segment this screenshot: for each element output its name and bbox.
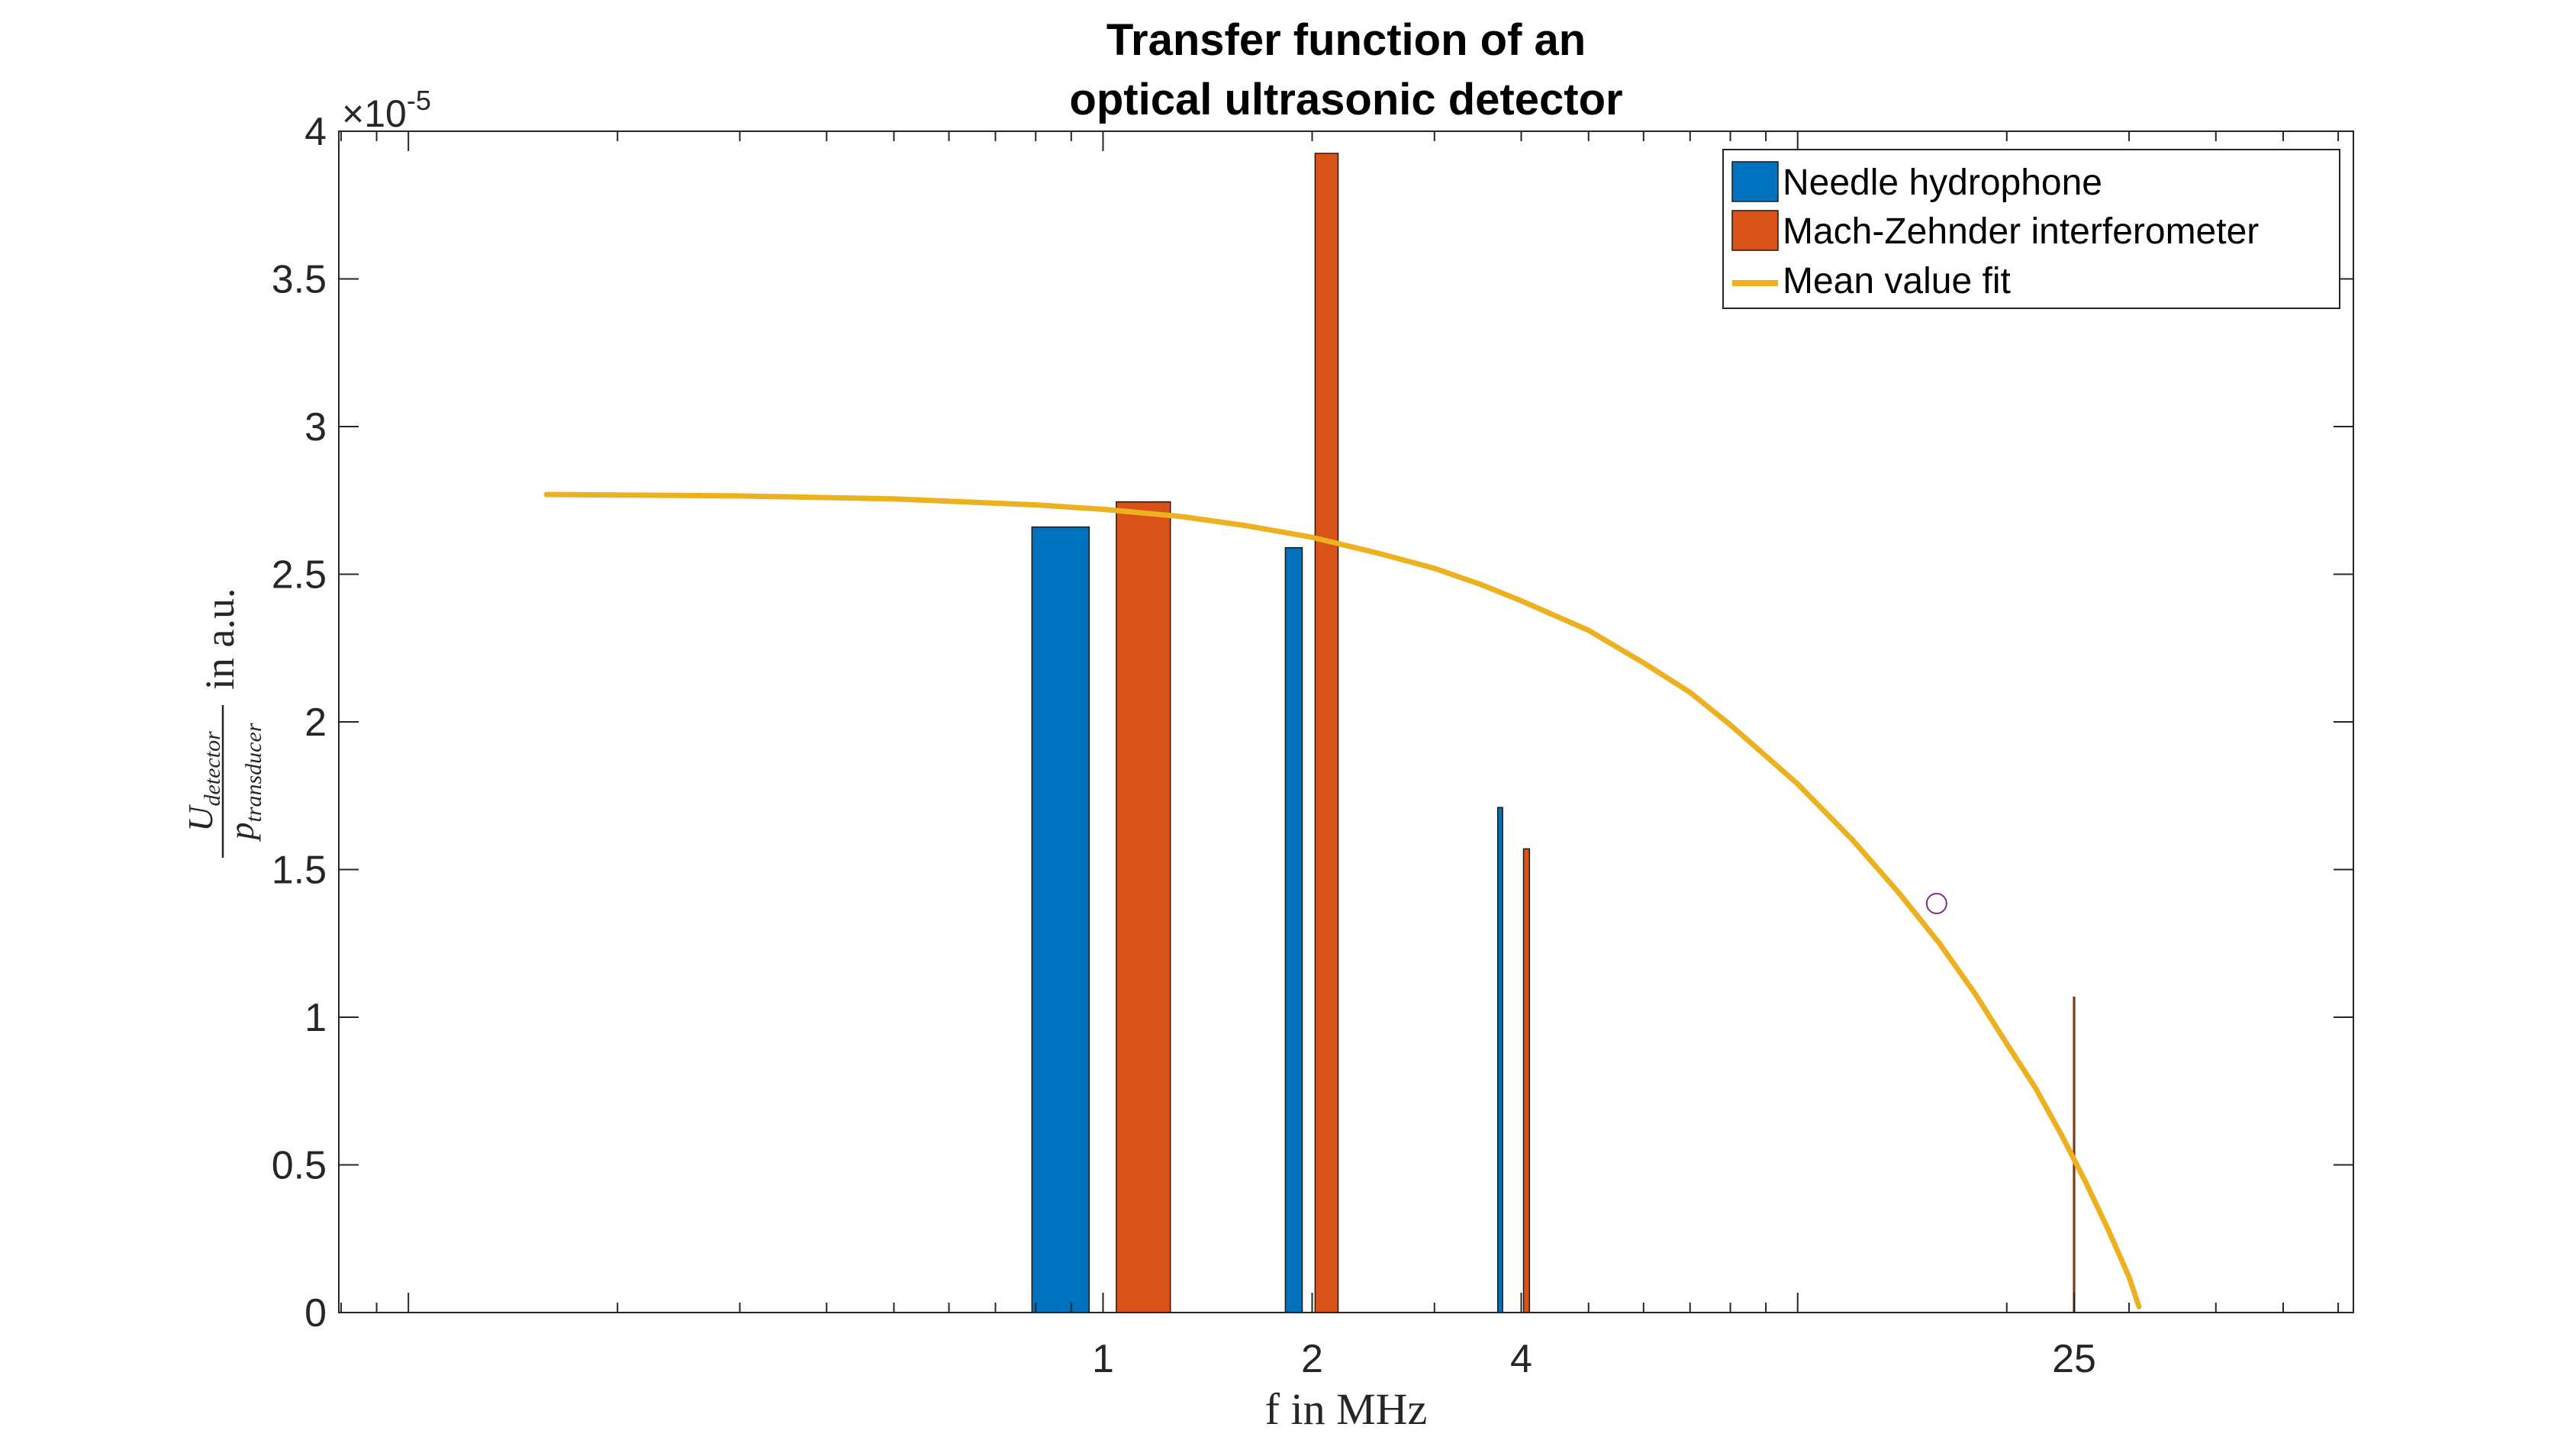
svg-text:in a.u.: in a.u. — [197, 588, 243, 690]
legend-swatch-mzi — [1731, 210, 1779, 251]
needle-bar-1 — [1031, 526, 1090, 1313]
svg-text:ptransducer: ptransducer — [222, 723, 266, 842]
x-tick-label: 25 — [2052, 1337, 2096, 1381]
annotation-layer — [1925, 893, 1947, 914]
y-tick-label: 1 — [304, 996, 327, 1040]
y-tick-label: 2 — [304, 701, 327, 745]
y-tick-label: 1.5 — [272, 849, 327, 893]
legend-label-needle: Needle hydrophone — [1783, 163, 2102, 203]
needle-bar-2 — [1284, 546, 1303, 1313]
y-tick-label: 0.5 — [272, 1144, 327, 1188]
bars-layer — [1031, 153, 2076, 1313]
chart-title-line-2: optical ultrasonic detector — [1069, 75, 1622, 124]
mzi-bar-2 — [1314, 153, 1339, 1313]
x-tick-label: 2 — [1301, 1337, 1323, 1381]
needle-bar-3 — [1496, 807, 1503, 1313]
svg-text:Udetector: Udetector — [181, 731, 225, 832]
y-tick-label: 2.5 — [272, 553, 327, 598]
y-tick-label: 4 — [304, 110, 327, 154]
legend-label-fit: Mean value fit — [1783, 261, 2011, 301]
y-tick-label: 0 — [304, 1291, 327, 1335]
fit-line-layer — [543, 491, 2142, 1309]
x-tick-label: 1 — [1092, 1337, 1114, 1381]
axis-ticks-layer: 0 0.5 1 1.5 2 2.5 3 3.5 4 1 2 4 25 — [272, 110, 2353, 1381]
y-exponent-label: ×10-5 — [342, 85, 431, 135]
mzi-bar-3 — [1522, 848, 1531, 1313]
x-tick-label: 4 — [1510, 1337, 1532, 1381]
legend: Needle hydrophone Mach-Zehnder interfero… — [1722, 149, 2340, 309]
mzi-bar-1 — [1116, 501, 1171, 1313]
legend-label-mzi: Mach-Zehnder interferometer — [1783, 211, 2259, 252]
y-tick-label: 3 — [304, 405, 327, 449]
x-axis-label: f in MHz — [1265, 1384, 1428, 1434]
fit-line — [543, 491, 2142, 1309]
circle-marker-1 — [1925, 893, 1947, 914]
axes-box — [338, 130, 2354, 1313]
chart-title-line-1: Transfer function of an — [1106, 15, 1586, 65]
legend-box — [1722, 149, 2340, 309]
plot-area — [339, 131, 2353, 1313]
y-tick-label: 3.5 — [272, 258, 327, 302]
y-axis-label: Udetector ptransducer in a.u. — [181, 588, 266, 858]
legend-swatch-needle — [1731, 161, 1779, 202]
